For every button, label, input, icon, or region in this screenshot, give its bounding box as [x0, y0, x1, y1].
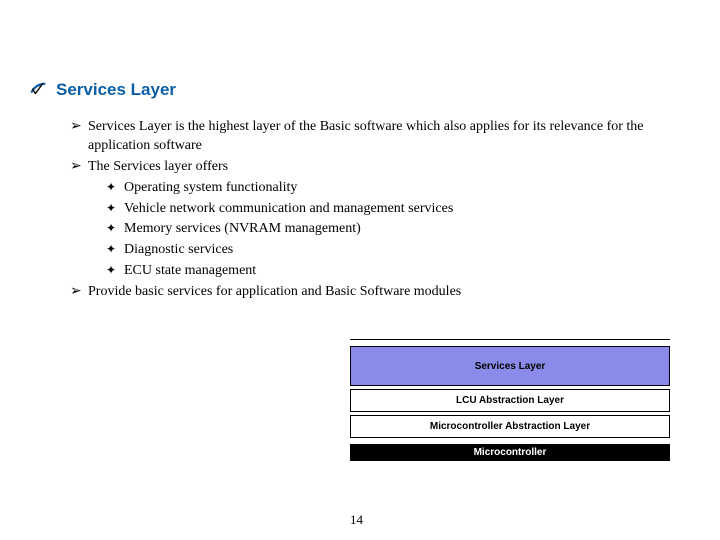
bullet-item: ➢ Provide basic services for application… [70, 283, 690, 302]
sub-bullet-text: Memory services (NVRAM management) [124, 220, 361, 239]
layer-diagram: Services Layer LCU Abstraction Layer Mic… [350, 330, 670, 461]
arrow-bullet-icon: ➢ [70, 118, 88, 156]
diagram-services-layer: Services Layer [350, 346, 670, 386]
star-bullet-icon: ✦ [106, 200, 124, 219]
sub-bullet-group: ✦ Operating system functionality ✦ Vehic… [70, 179, 690, 281]
star-bullet-icon: ✦ [106, 241, 124, 260]
diagram-mcal-layer: Microcontroller Abstraction Layer [350, 415, 670, 438]
bullet-text: Services Layer is the highest layer of t… [88, 118, 690, 156]
arrow-bullet-icon: ➢ [70, 283, 88, 302]
sub-bullet-item: ✦ Diagnostic services [106, 241, 690, 260]
diagram-layer-label: LCU Abstraction Layer [456, 395, 564, 406]
sub-bullet-item: ✦ Operating system functionality [106, 179, 690, 198]
bullet-text: The Services layer offers [88, 158, 690, 177]
star-bullet-icon: ✦ [106, 179, 124, 198]
sub-bullet-item: ✦ Vehicle network communication and mana… [106, 200, 690, 219]
bullet-item: ➢ Services Layer is the highest layer of… [70, 118, 690, 156]
title-row: Services Layer [30, 80, 690, 100]
diagram-layer-label: Services Layer [475, 361, 546, 372]
sub-bullet-text: Diagnostic services [124, 241, 233, 260]
arrow-bullet-icon: ➢ [70, 158, 88, 177]
bullet-item: ➢ The Services layer offers [70, 158, 690, 177]
diagram-microcontroller-bar: Microcontroller [350, 444, 670, 461]
sub-bullet-text: Operating system functionality [124, 179, 297, 198]
bullet-text: Provide basic services for application a… [88, 283, 690, 302]
diagram-lcu-layer: LCU Abstraction Layer [350, 389, 670, 412]
slide-title: Services Layer [56, 80, 176, 100]
page-number: 14 [350, 512, 363, 528]
diagram-layer-label: Microcontroller Abstraction Layer [430, 421, 590, 432]
diagram-top-border [350, 330, 670, 340]
sub-bullet-item: ✦ Memory services (NVRAM management) [106, 220, 690, 239]
diagram-layer-label: Microcontroller [474, 447, 547, 458]
check-swoosh-icon [30, 81, 48, 99]
sub-bullet-text: Vehicle network communication and manage… [124, 200, 453, 219]
sub-bullet-item: ✦ ECU state management [106, 262, 690, 281]
star-bullet-icon: ✦ [106, 262, 124, 281]
sub-bullet-text: ECU state management [124, 262, 256, 281]
content-block: ➢ Services Layer is the highest layer of… [30, 118, 690, 302]
star-bullet-icon: ✦ [106, 220, 124, 239]
slide: Services Layer ➢ Services Layer is the h… [0, 0, 720, 540]
